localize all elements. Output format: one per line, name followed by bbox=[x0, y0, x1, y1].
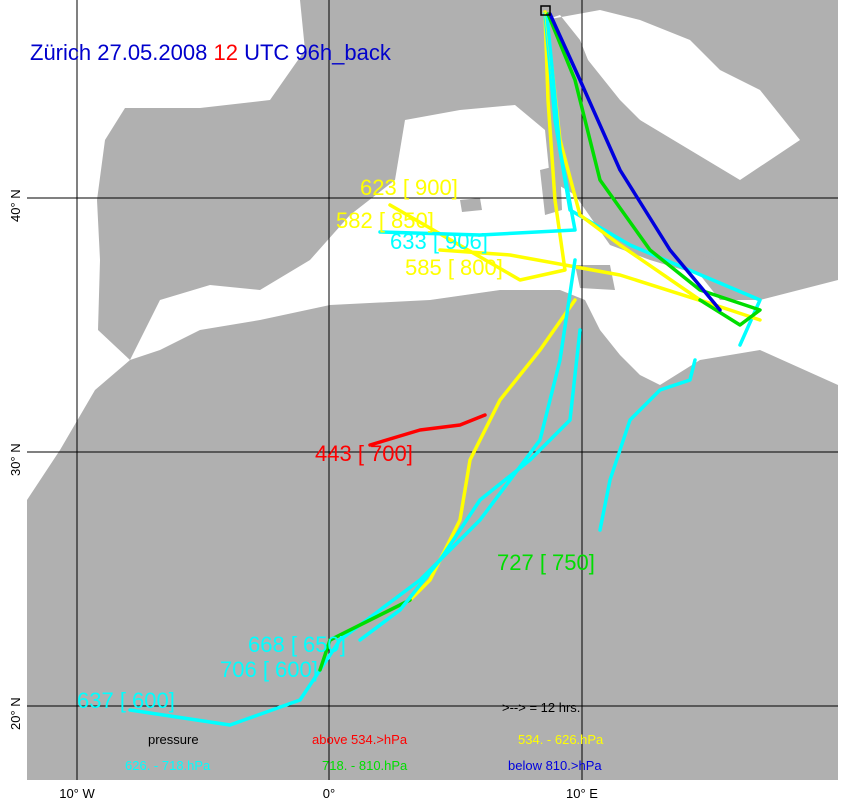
graticule bbox=[27, 0, 838, 780]
trajectory bbox=[128, 258, 577, 727]
trajectory bbox=[408, 298, 577, 602]
lon-label: 0° bbox=[323, 786, 335, 801]
trajectory bbox=[438, 12, 762, 322]
legend-class: 626. - 718.hPa bbox=[125, 758, 211, 773]
legend-interval: >--> = 12 hrs. bbox=[502, 700, 580, 715]
trajectory-label: 585 [ 800] bbox=[405, 255, 503, 280]
origin-marker bbox=[540, 5, 551, 16]
trajectory-label: 727 [ 750] bbox=[497, 550, 595, 575]
lat-label: 20° N bbox=[8, 697, 23, 730]
trajectory-label: 443 [ 700] bbox=[315, 441, 413, 466]
legend-class: below 810.>hPa bbox=[508, 758, 602, 773]
lat-label: 30° N bbox=[8, 443, 23, 476]
lon-label: 10° W bbox=[59, 786, 95, 801]
trajectory-label: 668 [ 650] bbox=[248, 632, 346, 657]
trajectory bbox=[388, 10, 567, 282]
legend-class: 534. - 626.hPa bbox=[518, 732, 604, 747]
title-rest: UTC 96h_back bbox=[244, 40, 392, 65]
trajectories bbox=[128, 10, 762, 727]
title-hour: 12 bbox=[213, 40, 237, 65]
trajectory bbox=[318, 598, 412, 672]
lon-label: 10° E bbox=[566, 786, 598, 801]
legend: >--> = 12 hrs. pressure above 534.>hPa 5… bbox=[125, 700, 604, 773]
trajectory bbox=[368, 413, 487, 447]
trajectory bbox=[358, 328, 582, 642]
legend-heading: pressure bbox=[148, 732, 199, 747]
trajectory-label: 582 [ 850] bbox=[336, 208, 434, 233]
mediterranean bbox=[130, 105, 838, 385]
trajectory bbox=[598, 358, 697, 532]
italy bbox=[560, 50, 740, 260]
trajectory-label: 706 [ 600] bbox=[220, 657, 318, 682]
trajectory bbox=[378, 14, 577, 237]
trajectory bbox=[548, 12, 722, 312]
atlantic bbox=[27, 0, 305, 500]
adriatic bbox=[545, 10, 800, 180]
trajectory-label: 633 [ 906] bbox=[390, 229, 488, 254]
legend-class: 718. - 810.hPa bbox=[322, 758, 408, 773]
title-place: Zürich 27.05.2008 bbox=[30, 40, 207, 65]
trajectory-label: 623 [ 900] bbox=[360, 175, 458, 200]
legend-class: above 534.>hPa bbox=[312, 732, 408, 747]
trajectory-label: 637 [ 600] bbox=[77, 688, 175, 713]
trajectory-labels: 623 [ 900] 582 [ 850] 633 [ 906] 585 [ 8… bbox=[77, 175, 595, 713]
title: Zürich 27.05.2008 12 UTC 96h_back bbox=[30, 40, 392, 65]
trajectory bbox=[546, 12, 762, 327]
axis-labels: 40° N 30° N 20° N 10° W 0° 10° E bbox=[8, 189, 598, 801]
lat-label: 40° N bbox=[8, 189, 23, 222]
